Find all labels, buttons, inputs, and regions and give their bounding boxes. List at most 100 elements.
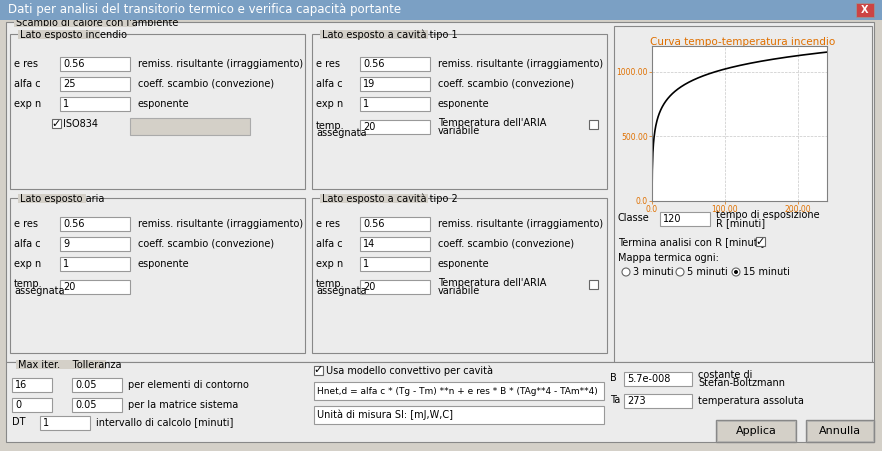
Bar <box>72 398 122 412</box>
Bar <box>12 398 52 412</box>
Bar <box>40 416 90 430</box>
Bar <box>856 3 874 17</box>
Text: 19: 19 <box>363 79 375 89</box>
Bar <box>624 372 692 386</box>
Circle shape <box>732 268 740 276</box>
Bar <box>10 34 305 189</box>
Text: 1: 1 <box>63 259 69 269</box>
Text: Temperatura GAS (t): Temperatura GAS (t) <box>132 123 225 132</box>
Bar <box>72 378 122 392</box>
Bar <box>12 378 52 392</box>
Text: Hnet,d = alfa c * (Tg - Tm) **n + e res * B * (TAg**4 - TAm**4): Hnet,d = alfa c * (Tg - Tm) **n + e res … <box>317 387 598 396</box>
Text: e res: e res <box>14 59 38 69</box>
Text: Classe: Classe <box>618 213 650 223</box>
Text: Temperatura dell'ARIA: Temperatura dell'ARIA <box>438 118 546 128</box>
Text: remiss. risultante (irraggiamento): remiss. risultante (irraggiamento) <box>138 219 303 229</box>
Text: 1: 1 <box>63 99 69 109</box>
Text: alfa c: alfa c <box>316 79 342 89</box>
Text: temp.: temp. <box>14 279 42 289</box>
Text: remiss. risultante (irraggiamento): remiss. risultante (irraggiamento) <box>438 219 603 229</box>
Text: 0: 0 <box>15 400 21 410</box>
Bar <box>360 280 430 294</box>
Text: temp.: temp. <box>316 279 345 289</box>
Text: ISO834: ISO834 <box>63 119 98 129</box>
Text: Lato esposto a cavità tipo 2: Lato esposto a cavità tipo 2 <box>322 194 458 204</box>
Text: Dati per analisi del transitorio termico e verifica capacità portante: Dati per analisi del transitorio termico… <box>8 4 401 17</box>
Text: exp n: exp n <box>14 99 41 109</box>
Text: assegnata: assegnata <box>316 286 367 296</box>
Text: Stefan-Boltzmann: Stefan-Boltzmann <box>698 378 785 388</box>
Bar <box>18 194 86 203</box>
Text: Ta: Ta <box>610 395 620 405</box>
Text: ✓: ✓ <box>314 365 323 376</box>
Text: intervallo di calcolo [minuti]: intervallo di calcolo [minuti] <box>96 417 234 427</box>
Text: e res: e res <box>316 59 340 69</box>
Bar <box>312 34 607 189</box>
Bar <box>360 57 430 71</box>
Text: esponente: esponente <box>138 99 190 109</box>
Bar <box>589 120 598 129</box>
Text: exp n: exp n <box>316 99 343 109</box>
Text: 0.56: 0.56 <box>63 219 85 229</box>
Text: 120: 120 <box>663 214 682 224</box>
Text: coeff. scambio (convezione): coeff. scambio (convezione) <box>438 79 574 89</box>
Text: Lato esposto incendio: Lato esposto incendio <box>20 30 127 40</box>
Bar <box>60 77 130 91</box>
Text: assegnata: assegnata <box>14 286 64 296</box>
Bar <box>60 97 130 111</box>
Text: esponente: esponente <box>138 259 190 269</box>
Bar <box>0 0 882 20</box>
Bar <box>614 26 872 362</box>
Text: R [minuti]: R [minuti] <box>716 218 765 228</box>
Text: variabile: variabile <box>438 126 481 136</box>
Text: 273: 273 <box>627 396 646 406</box>
Text: exp n: exp n <box>14 259 41 269</box>
Text: Termina analisi con R [minuti]: Termina analisi con R [minuti] <box>618 237 764 247</box>
Text: Max iter.    Tolleranza: Max iter. Tolleranza <box>18 360 122 370</box>
Bar <box>14 18 137 27</box>
Text: 5 minuti: 5 minuti <box>687 267 728 277</box>
Circle shape <box>676 268 684 276</box>
Text: 0.56: 0.56 <box>363 59 385 69</box>
Text: Usa modello convettivo per cavità: Usa modello convettivo per cavità <box>326 366 493 376</box>
Text: e res: e res <box>316 219 340 229</box>
Bar <box>52 119 61 128</box>
Bar <box>314 382 604 400</box>
Bar <box>60 280 130 294</box>
Text: costante di: costante di <box>698 370 752 380</box>
Bar <box>320 194 428 203</box>
Bar <box>716 420 796 442</box>
Bar <box>60 57 130 71</box>
Text: per la matrice sistema: per la matrice sistema <box>128 400 238 410</box>
Text: remiss. risultante (irraggiamento): remiss. risultante (irraggiamento) <box>438 59 603 69</box>
Text: alfa c: alfa c <box>316 239 342 249</box>
Bar <box>806 420 874 442</box>
Text: exp n: exp n <box>316 259 343 269</box>
Bar <box>60 217 130 231</box>
Text: 5.7e-008: 5.7e-008 <box>627 374 670 384</box>
Bar <box>312 198 607 353</box>
Text: 20: 20 <box>363 282 376 292</box>
Text: 3 minuti: 3 minuti <box>633 267 674 277</box>
Text: e res: e res <box>14 219 38 229</box>
Bar <box>589 280 598 289</box>
Text: ✓: ✓ <box>52 119 61 129</box>
Text: Unità di misura SI: [mJ,W,C]: Unità di misura SI: [mJ,W,C] <box>317 410 453 420</box>
Text: coeff. scambio (convezione): coeff. scambio (convezione) <box>138 79 274 89</box>
Text: Applica: Applica <box>736 426 776 436</box>
Text: remiss. risultante (irraggiamento): remiss. risultante (irraggiamento) <box>138 59 303 69</box>
Bar <box>130 118 250 135</box>
Text: Curva tempo-temperatura incendio: Curva tempo-temperatura incendio <box>650 37 835 47</box>
Text: ✓: ✓ <box>756 236 766 247</box>
Bar <box>360 217 430 231</box>
Bar <box>60 237 130 251</box>
Text: 0.56: 0.56 <box>63 59 85 69</box>
Bar <box>717 421 795 441</box>
Text: Lato esposto aria: Lato esposto aria <box>20 194 104 204</box>
Text: DT: DT <box>12 417 26 427</box>
Bar <box>6 362 874 442</box>
Bar <box>320 30 428 39</box>
Text: coeff. scambio (convezione): coeff. scambio (convezione) <box>138 239 274 249</box>
Text: B: B <box>610 373 617 383</box>
Text: 9: 9 <box>63 239 69 249</box>
